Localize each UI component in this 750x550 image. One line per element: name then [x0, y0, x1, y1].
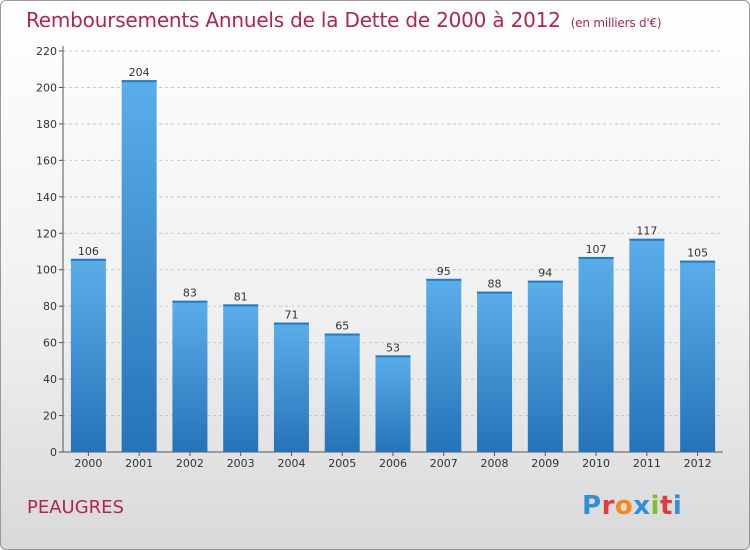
chart-title-text: Remboursements Annuels de la Dette de 20…: [26, 8, 561, 32]
bar: [426, 278, 462, 452]
data-label: 65: [335, 320, 349, 333]
y-tick-label: 200: [36, 81, 57, 94]
x-tick-label: 2010: [582, 457, 610, 470]
bar-top-edge: [629, 238, 665, 241]
x-tick-label: 2012: [684, 457, 712, 470]
data-label: 204: [129, 66, 150, 79]
data-label: 83: [183, 287, 197, 300]
y-tick-label: 220: [36, 45, 57, 58]
data-label: 106: [78, 245, 99, 258]
proxiti-logo: Proxiti: [582, 491, 682, 521]
bar-top-edge: [680, 260, 716, 263]
bar: [680, 260, 716, 452]
logo-letter: i: [650, 491, 660, 521]
bar-top-edge: [375, 355, 411, 358]
logo-letter: P: [582, 491, 602, 521]
x-tick-label: 2001: [125, 457, 153, 470]
bars: [70, 80, 716, 452]
data-label: 88: [488, 278, 502, 291]
town-name: PEAUGRES: [27, 497, 124, 518]
data-label: 107: [586, 243, 607, 256]
logo-letter: x: [633, 491, 651, 521]
x-tick-label: 2005: [328, 457, 356, 470]
bar: [477, 291, 513, 452]
bar: [172, 300, 208, 452]
data-label: 71: [284, 309, 298, 322]
x-tick-label: 2011: [633, 457, 661, 470]
data-label: 53: [386, 341, 400, 354]
logo-letter: i: [672, 491, 683, 521]
bar-top-edge: [223, 304, 259, 307]
bar: [324, 333, 360, 452]
y-tick-label: 140: [36, 191, 57, 204]
bar-top-edge: [70, 258, 106, 261]
bar: [70, 258, 106, 452]
x-tick-label: 2000: [74, 457, 102, 470]
chart-subtitle: (en milliers d'€): [570, 16, 662, 30]
x-tick-label: 2007: [430, 457, 458, 470]
data-label: 94: [538, 267, 552, 280]
bar: [223, 304, 259, 452]
logo-letter: t: [659, 491, 673, 521]
x-tick-label: 2004: [277, 457, 305, 470]
bar: [273, 322, 309, 452]
y-tick-label: 80: [43, 300, 57, 313]
y-tick-label: 40: [43, 373, 57, 386]
y-tick-label: 60: [43, 337, 57, 350]
bar-top-edge: [527, 280, 563, 283]
bar: [375, 355, 411, 452]
bar-top-edge: [172, 300, 208, 303]
x-tick-label: 2002: [176, 457, 204, 470]
x-tick-label: 2008: [481, 457, 509, 470]
y-tick-label: 180: [36, 118, 57, 131]
bar-top-edge: [121, 80, 157, 83]
chart-title: Remboursements Annuels de la Dette de 20…: [26, 8, 662, 32]
bar: [121, 80, 157, 452]
y-tick-label: 120: [36, 227, 57, 240]
bar-top-edge: [578, 256, 614, 259]
y-tick-label: 160: [36, 154, 57, 167]
bar: [578, 256, 614, 452]
y-tick-label: 20: [43, 410, 57, 423]
axes: 0 20 40 60 80 100 120 140 160 180 200 220 2000 2001 20…: [36, 45, 723, 470]
bar-top-edge: [273, 322, 309, 325]
logo-letter: o: [614, 491, 634, 521]
bar-top-edge: [477, 291, 513, 294]
x-tick-label: 2003: [227, 457, 255, 470]
y-tick-label: 0: [50, 446, 57, 459]
bar-top-edge: [324, 333, 360, 336]
x-tick-label: 2006: [379, 457, 407, 470]
y-tick-label: 100: [36, 264, 57, 277]
data-label: 81: [234, 290, 248, 303]
bar: [527, 280, 563, 452]
data-label: 105: [687, 247, 708, 260]
data-label: 95: [437, 265, 451, 278]
bar-top-edge: [426, 278, 462, 281]
data-labels: 106 204 83 81 71 65 53 95 88 94 107 117 105: [78, 66, 708, 354]
data-label: 117: [636, 225, 657, 238]
logo-letter: r: [601, 491, 615, 521]
bar: [629, 238, 665, 452]
x-tick-label: 2009: [531, 457, 559, 470]
